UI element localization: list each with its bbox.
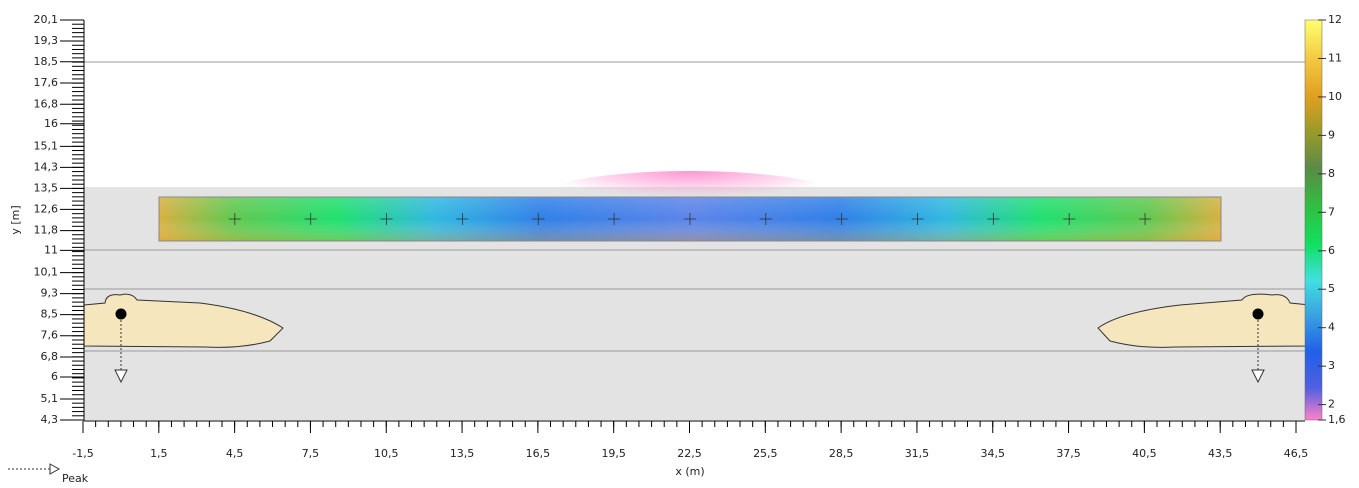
y-tick-label: 13,5 — [34, 181, 59, 194]
load-arrowhead — [114, 369, 128, 384]
y-tick-label: 6 — [51, 370, 58, 383]
colorbar-tick-label: 8 — [1328, 167, 1335, 180]
vehicle — [83, 293, 284, 348]
x-tick-label: 1,5 — [150, 447, 168, 460]
x-tick-label: 25,5 — [753, 447, 778, 460]
y-tick-label: 18,5 — [34, 55, 59, 68]
x-axis-label: x (m) — [675, 465, 704, 478]
colorbar-tick-label: 5 — [1328, 282, 1335, 295]
colorbar-tick-label: 4 — [1328, 321, 1335, 334]
gauge-points — [228, 213, 1152, 225]
x-tick-label: 40,5 — [1132, 447, 1157, 460]
y-tick-label: 6,8 — [41, 350, 59, 363]
x-tick-label: 16,5 — [526, 447, 551, 460]
deck-outline — [158, 196, 1222, 242]
colorbar — [1304, 19, 1323, 421]
x-tick-label: 43,5 — [1208, 447, 1233, 460]
y-axis-label: y [m] — [9, 205, 22, 234]
y-tick-label: 19,3 — [34, 34, 59, 47]
colorbar-tick-label: 6 — [1328, 244, 1335, 257]
x-tick-label: -1,5 — [72, 447, 93, 460]
y-tick-label: 8,5 — [41, 308, 59, 321]
y-tick-label: 11,8 — [34, 224, 59, 237]
y-tick-label: 7,6 — [41, 329, 59, 342]
legend-arrow — [49, 463, 61, 475]
y-tick-label: 15,1 — [34, 139, 59, 152]
x-tick-label: 46,5 — [1284, 447, 1309, 460]
x-tick-label: 31,5 — [905, 447, 930, 460]
x-tick-label: 19,5 — [601, 447, 626, 460]
colorbar-tick-label: 12 — [1328, 13, 1342, 26]
x-tick-label: 4,5 — [226, 447, 244, 460]
lane-lines — [84, 61, 1305, 352]
y-tick-label: 16 — [44, 117, 58, 130]
colorbar-tick-label: 2 — [1328, 398, 1335, 411]
colorbar-tick-label: 9 — [1328, 128, 1335, 141]
x-tick-label: 28,5 — [829, 447, 854, 460]
x-tick-label: 34,5 — [981, 447, 1006, 460]
x-tick-label: 10,5 — [374, 447, 399, 460]
colorbar-tick-label: 10 — [1328, 90, 1342, 103]
y-tick-label: 9,3 — [41, 287, 59, 300]
colorbar-tick-label: 1,6 — [1328, 413, 1346, 426]
y-tick-label: 10,1 — [34, 266, 59, 279]
y-tick-label: 20,1 — [34, 13, 59, 26]
x-tick-label: 22,5 — [677, 447, 702, 460]
load-arrowhead — [1251, 369, 1265, 384]
y-tick-label: 17,6 — [34, 76, 59, 89]
y-tick-label: 16,8 — [34, 97, 59, 110]
colorbar-tick-label: 3 — [1328, 359, 1335, 372]
y-tick-label: 5,1 — [41, 392, 59, 405]
vehicle — [1097, 293, 1311, 348]
y-tick-label: 4,3 — [41, 413, 59, 426]
x-tick-label: 37,5 — [1056, 447, 1081, 460]
x-tick-label: 7,5 — [302, 447, 320, 460]
x-tick-label: 13,5 — [450, 447, 475, 460]
y-tick-label: 11 — [44, 243, 58, 256]
y-tick-label: 12,6 — [34, 202, 59, 215]
load-point — [1252, 308, 1264, 320]
legend-label: Peak — [62, 472, 89, 484]
colorbar-tick-label: 11 — [1328, 51, 1342, 64]
deck — [158, 171, 1222, 242]
y-tick-label: 14,3 — [34, 160, 59, 173]
vehicles — [83, 293, 1311, 384]
load-point — [115, 308, 127, 320]
colorbar-tick-label: 7 — [1328, 205, 1335, 218]
